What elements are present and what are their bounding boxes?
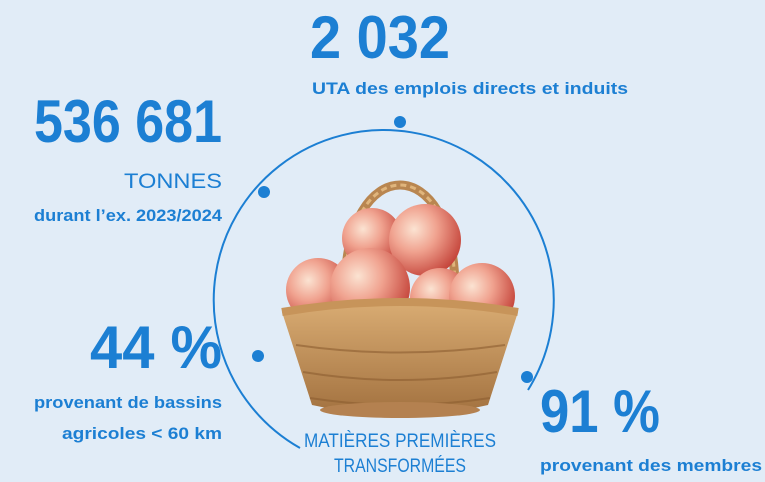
infographic: 2 032 UTA des emplois directs et induits… [0, 0, 765, 482]
center-label: MATIÈRES PREMIÈRES [304, 431, 496, 452]
ring-dot [252, 350, 264, 362]
ring-dot [521, 371, 533, 383]
stat-value: 536 681 [34, 88, 222, 155]
stat-value: 91 % [540, 378, 660, 445]
ring-dot [258, 186, 270, 198]
center-label: TRANSFORMÉES [334, 456, 466, 477]
stat-label: provenant de bassins [34, 393, 222, 412]
stat-label: UTA des emplois directs et induits [312, 79, 628, 98]
stat-value: 2 032 [310, 4, 450, 71]
stat-label: provenant des membres [540, 456, 762, 475]
stat-label: durant l’ex. 2023/2024 [34, 206, 223, 225]
stat-label: agricoles < 60 km [62, 424, 222, 443]
stat-unit: TONNES [124, 170, 222, 193]
ring-dot [394, 116, 406, 128]
stat-value: 44 % [90, 314, 222, 381]
